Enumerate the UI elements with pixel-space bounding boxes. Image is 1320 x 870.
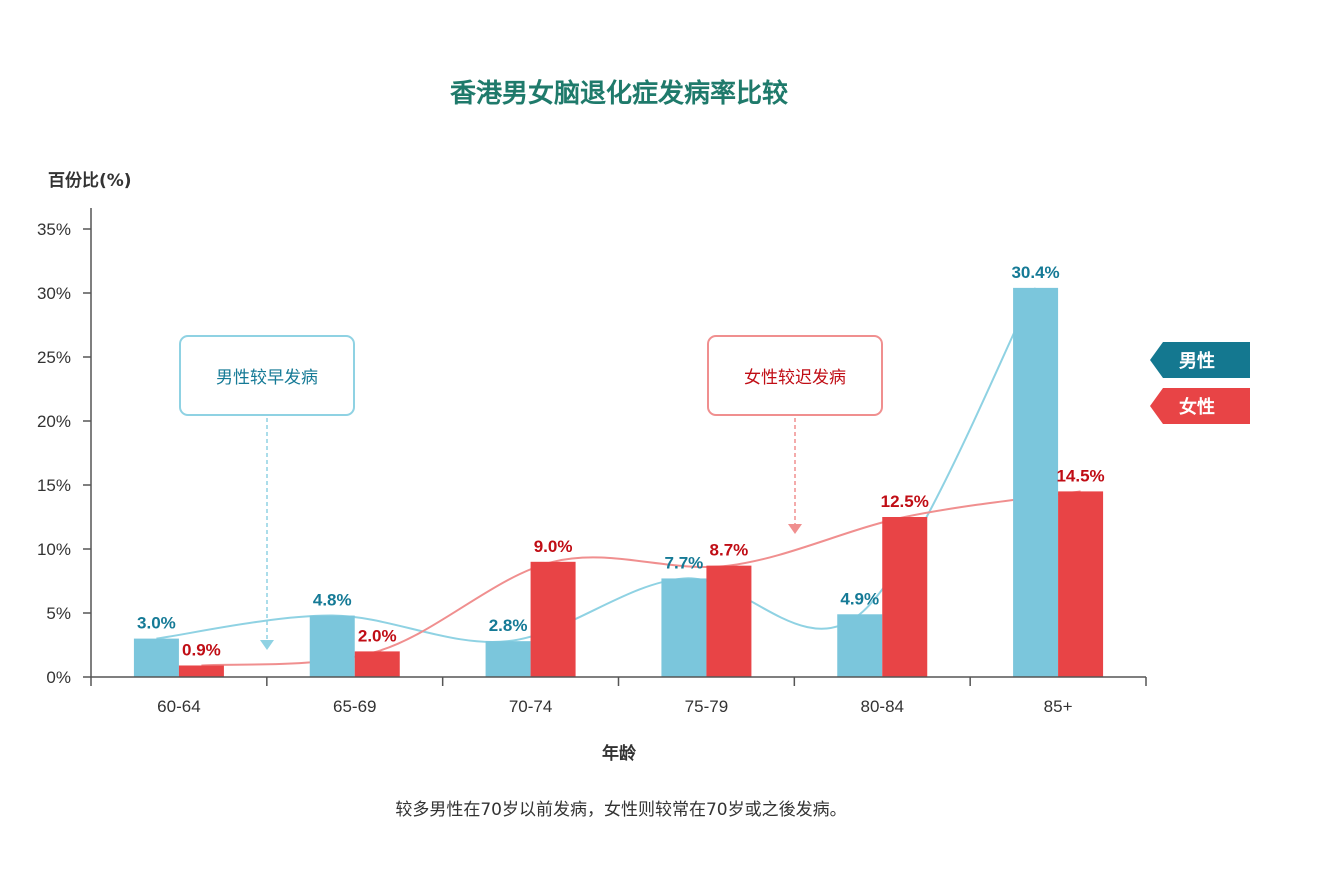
bar-female-65-69 <box>354 651 400 677</box>
bars <box>133 287 1104 677</box>
data-label-male-85+: 30.4% <box>1011 263 1059 282</box>
legend-female-tag <box>1150 388 1250 424</box>
legend-item-male: 男性 <box>1150 342 1250 378</box>
data-label-male-65-69: 4.8% <box>313 591 352 610</box>
data-label-female-85+: 14.5% <box>1056 466 1104 485</box>
x-tick-label: 80-84 <box>861 697 904 716</box>
y-tick-label: 5% <box>46 604 71 623</box>
bar-female-60-64 <box>178 665 224 677</box>
bar-male-75-79 <box>661 578 707 677</box>
data-label-female-80-84: 12.5% <box>881 492 929 511</box>
chart-caption: 较多男性在70岁以前发病，女性则较常在70岁或之後发病。 <box>395 800 846 820</box>
data-label-male-60-64: 3.0% <box>137 614 176 633</box>
data-label-male-75-79: 7.7% <box>665 553 704 572</box>
bar-male-65-69 <box>309 615 355 677</box>
annotation-female-text: 女性较迟发病 <box>744 368 846 388</box>
bar-female-75-79 <box>706 565 752 677</box>
y-tick-label: 30% <box>37 284 71 303</box>
data-labels: 3.0% 4.8% 2.8% 7.7% 4.9% 30.4% 0.9% 2.0% 9.0% 8.7… <box>137 263 1105 660</box>
bar-male-60-64 <box>133 638 179 677</box>
y-tick-label: 15% <box>37 476 71 495</box>
x-tick-label: 75-79 <box>685 697 728 716</box>
annotation-female-arrowhead <box>788 524 802 534</box>
data-label-female-70-74: 9.0% <box>534 537 573 556</box>
annotation-male-arrowhead <box>260 640 274 650</box>
y-tick-label: 0% <box>46 668 71 687</box>
annotation-female-box <box>707 335 883 416</box>
legend-item-female: 女性 <box>1150 388 1250 424</box>
legend-male-label: 男性 <box>1179 350 1215 372</box>
annotation-female-late: 女性较迟发病 <box>707 335 883 534</box>
annotation-male-text: 男性较早发病 <box>216 368 318 388</box>
data-label-male-70-74: 2.8% <box>489 616 528 635</box>
data-label-female-60-64: 0.9% <box>182 640 221 659</box>
x-tick-label: 65-69 <box>333 697 376 716</box>
y-ticks: 0% 5% 10% 15% 20% 25% 30% 35% <box>37 220 91 687</box>
x-tick-label: 60-64 <box>157 697 200 716</box>
data-label-male-80-84: 4.9% <box>840 589 879 608</box>
y-tick-label: 10% <box>37 540 71 559</box>
x-axis-title: 年龄 <box>602 743 637 764</box>
legend-female-label: 女性 <box>1179 396 1215 418</box>
annotation-male-box <box>179 335 355 416</box>
bar-male-70-74 <box>485 641 531 677</box>
data-label-female-75-79: 8.7% <box>710 541 749 560</box>
bar-female-70-74 <box>530 561 576 677</box>
data-label-female-65-69: 2.0% <box>358 626 397 645</box>
x-tick-label: 70-74 <box>509 697 552 716</box>
legend: 男性 女性 <box>1150 342 1250 424</box>
legend-male-tag <box>1150 342 1250 378</box>
y-tick-label: 35% <box>37 220 71 239</box>
y-tick-label: 20% <box>37 412 71 431</box>
axes <box>90 208 1146 678</box>
annotation-male-early: 男性较早发病 <box>179 335 355 650</box>
bar-female-85+ <box>1058 491 1104 677</box>
x-ticks: 60-64 65-69 70-74 75-79 80-84 85+ <box>90 677 1147 716</box>
chart-title: 香港男女脑退化症发病率比较 <box>450 78 788 109</box>
x-tick-label: 85+ <box>1044 697 1073 716</box>
bar-male-80-84 <box>837 614 883 677</box>
y-tick-label: 25% <box>37 348 71 367</box>
bar-female-80-84 <box>882 517 928 677</box>
bar-male-85+ <box>1013 287 1059 677</box>
y-axis-title: 百份比(%) <box>48 170 132 191</box>
